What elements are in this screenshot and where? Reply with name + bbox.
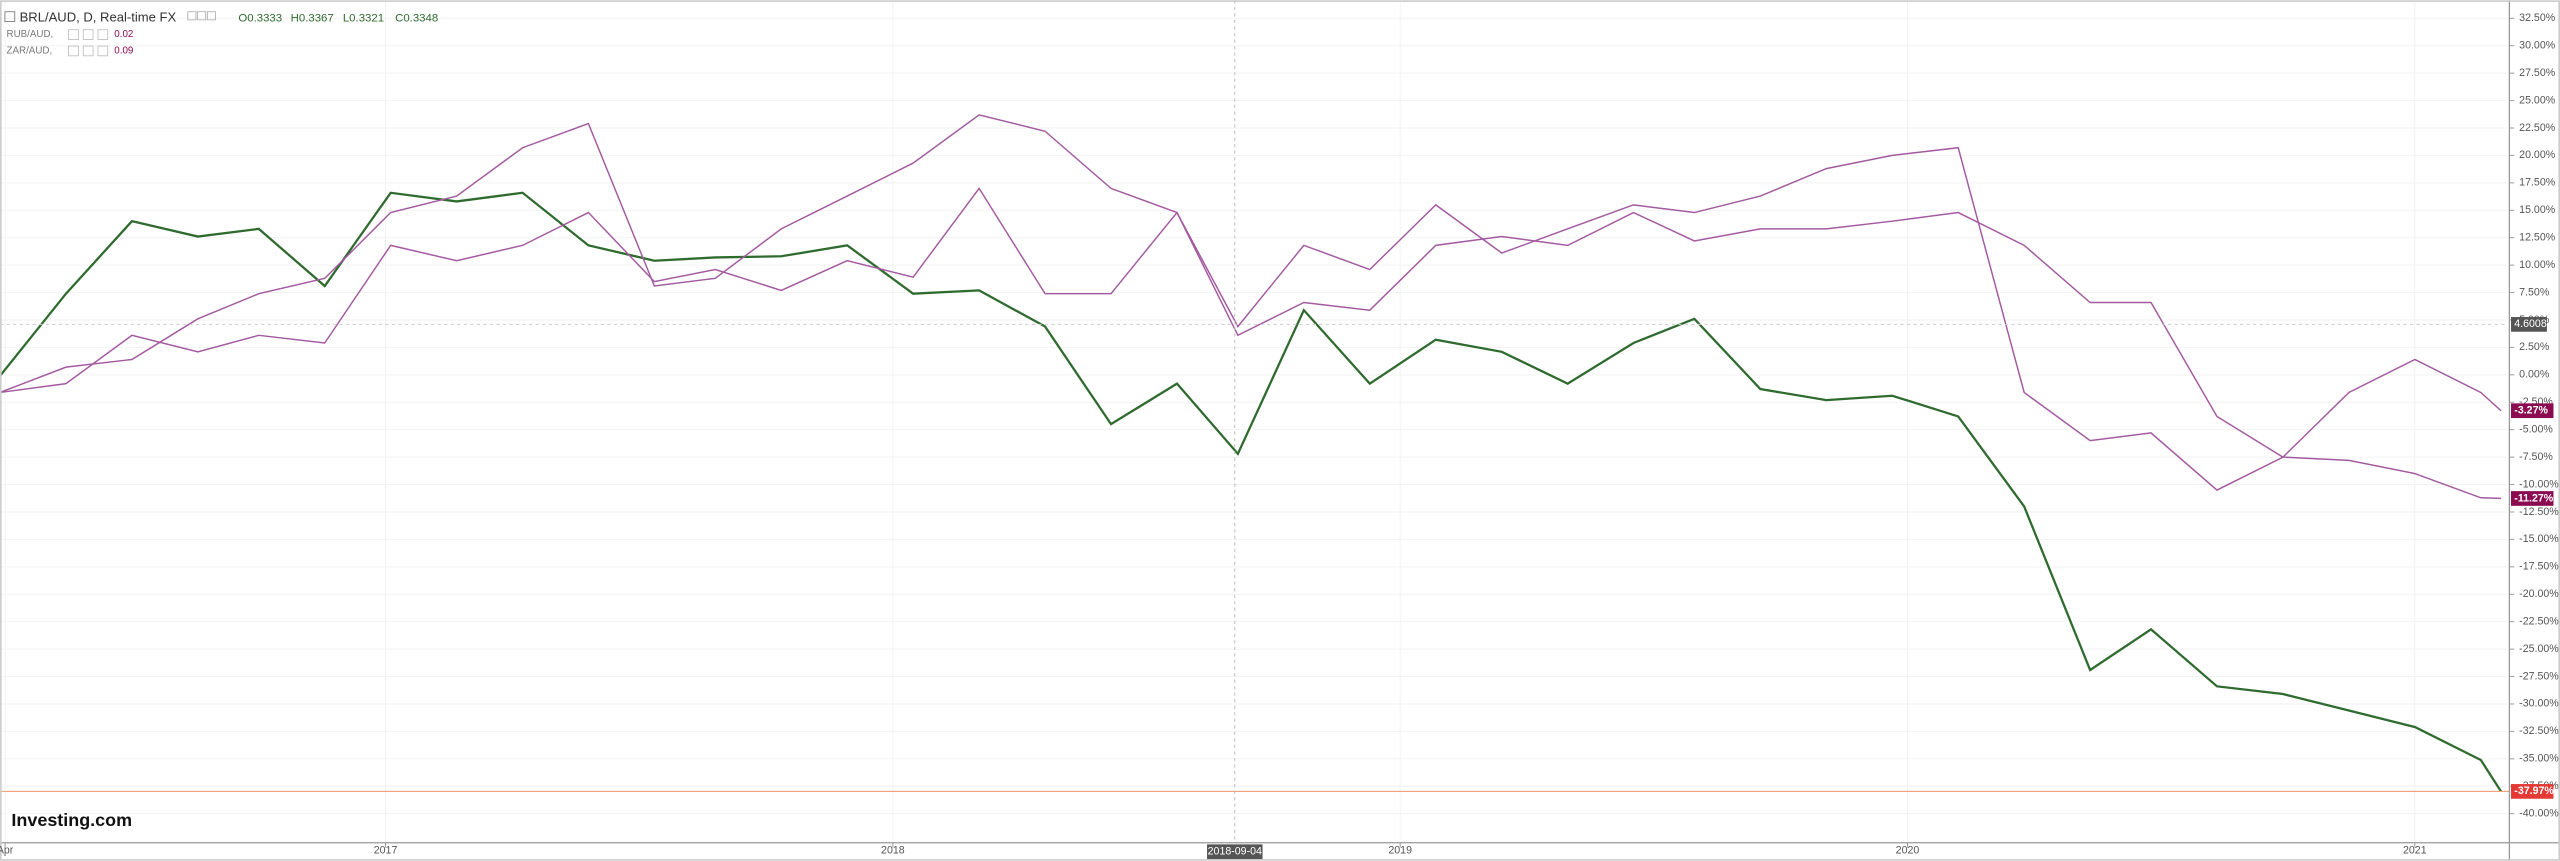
y-tick-label: 7.50% xyxy=(2519,286,2550,298)
overlay-layer xyxy=(0,0,2510,843)
series-line xyxy=(0,187,2502,500)
grid xyxy=(0,0,2507,843)
x-tick-label: Apr xyxy=(0,845,14,857)
last-value-pill xyxy=(2511,784,2554,799)
y-tick-label: -25.00% xyxy=(2519,643,2559,655)
y-tick-label: -12.50% xyxy=(2519,506,2559,518)
y-tick-label: 30.00% xyxy=(2519,40,2556,52)
legend-icon[interactable] xyxy=(82,29,94,40)
last-value-pill xyxy=(2511,403,2554,419)
x-tick-label: 2019 xyxy=(1388,845,1412,857)
symbol-title: BRL/AUD, D, Real-time FX xyxy=(20,10,177,25)
last-value-pill xyxy=(2511,491,2554,506)
ohlc-value: O0.3333 xyxy=(238,12,282,24)
y-tick-label: 22.50% xyxy=(2519,122,2556,134)
y-tick-label: -35.00% xyxy=(2519,753,2559,765)
y-tick-label: -27.50% xyxy=(2519,670,2559,682)
crosshair-x-box xyxy=(1207,844,1263,860)
legend-name: ZAR/AUD, xyxy=(7,46,53,57)
last-value-label: -3.27% xyxy=(2514,405,2548,417)
last-value-label: -11.27% xyxy=(2514,492,2553,504)
crosshair-y-label: 4.6008 xyxy=(2514,318,2547,330)
y-tick-label: 27.50% xyxy=(2519,67,2556,79)
crosshair-y-box xyxy=(2511,317,2547,332)
series-line xyxy=(0,114,2502,491)
legend: BRL/AUD, D, Real-time FX O0.3333 H0.3367 L… xyxy=(4,10,438,57)
legend-icon[interactable] xyxy=(97,29,109,40)
legend-icon[interactable] xyxy=(97,45,109,57)
legend-icon[interactable] xyxy=(68,29,79,40)
last-value-label: -37.97% xyxy=(2514,785,2554,797)
y-tick-label: -10.00% xyxy=(2519,478,2559,490)
series-line xyxy=(0,191,2503,793)
y-tick-label: 25.00% xyxy=(2519,94,2556,106)
header-icon[interactable] xyxy=(206,11,216,21)
legend-icon[interactable] xyxy=(82,45,94,57)
y-tick-label: 2.50% xyxy=(2519,341,2550,353)
y-tick-label: 17.50% xyxy=(2519,177,2556,189)
collapse-icon[interactable] xyxy=(4,11,16,23)
y-tick-label: -15.00% xyxy=(2519,533,2559,545)
y-tick-label: 0.00% xyxy=(2519,369,2550,381)
legend-value: 0.02 xyxy=(114,29,133,40)
series-layer xyxy=(0,114,2503,793)
header-icon[interactable] xyxy=(197,11,207,21)
y-tick-label: 20.00% xyxy=(2519,149,2556,161)
y-tick-label: -32.50% xyxy=(2519,725,2559,737)
y-tick-label: 10.00% xyxy=(2519,259,2556,271)
y-tick-label: -22.50% xyxy=(2519,615,2559,627)
y-tick-label: -17.50% xyxy=(2519,561,2559,573)
ohlc-value: L0.3321 xyxy=(343,12,384,24)
y-tick-label: -7.50% xyxy=(2519,451,2553,463)
y-tick-label: 15.00% xyxy=(2519,204,2556,216)
x-tick-label: 2020 xyxy=(1896,845,1920,857)
crosshair-x-label: 2018-09-04 xyxy=(1208,846,1262,858)
watermark: Investing.com xyxy=(11,810,132,830)
y-tick-label: 32.50% xyxy=(2519,12,2556,24)
y-tick-label: -30.00% xyxy=(2519,698,2559,710)
legend-name: RUB/AUD, xyxy=(7,29,54,40)
header-icon[interactable] xyxy=(187,11,197,21)
y-tick-label: -5.00% xyxy=(2519,423,2553,435)
legend-icon[interactable] xyxy=(68,45,79,57)
y-tick-label: -20.00% xyxy=(2519,588,2559,600)
legend-value: 0.09 xyxy=(114,46,133,57)
x-tick-label: 2017 xyxy=(374,845,398,857)
x-tick-label: 2021 xyxy=(2403,845,2427,857)
ohlc-value: H0.3367 xyxy=(291,12,334,24)
ohlc: O0.3333 H0.3367 L0.3321 C0.3348 RUB/AUD, 0.02… xyxy=(7,11,438,57)
y-tick-label: 12.50% xyxy=(2519,232,2556,244)
x-tick-label: 2018 xyxy=(881,845,905,857)
y-tick-label: -40.00% xyxy=(2519,807,2559,819)
ohlc-value: C0.3348 xyxy=(395,12,438,24)
